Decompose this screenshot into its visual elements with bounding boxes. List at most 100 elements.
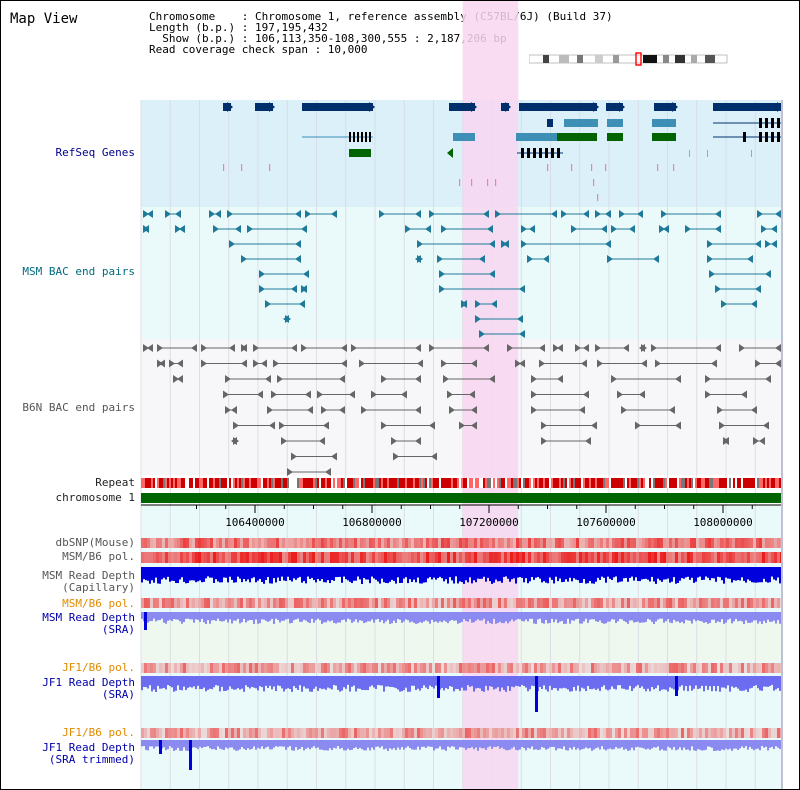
jf1-sra-depth-bar bbox=[671, 676, 673, 689]
jf1-b6-pol-heat-cell bbox=[321, 663, 324, 673]
b6n-bac-pair-end bbox=[225, 406, 231, 414]
jf1-b6-pol-heat-cell bbox=[450, 663, 453, 673]
repeat-element bbox=[747, 478, 749, 488]
msm-b6-pol-heat-cell bbox=[174, 552, 177, 563]
msm-capillary-depth-bar bbox=[463, 567, 465, 584]
msm-sra-depth-bar bbox=[401, 612, 403, 623]
msm-b6-pol-sra-heat-cell bbox=[360, 598, 363, 608]
dbsnp-heat-cell bbox=[717, 538, 720, 548]
msm-b6-pol-sra-heat-cell bbox=[267, 598, 270, 608]
dbsnp-heat-cell bbox=[171, 538, 174, 548]
jf1-trim-depth-bar bbox=[421, 740, 423, 747]
jf1-b6-pol-heat-cell bbox=[666, 663, 669, 673]
track-label-msm-depth-capillary: MSM Read Depth (Capillary) bbox=[1, 570, 135, 594]
msm-capillary-depth-bar bbox=[333, 567, 335, 581]
msm-b6-pol-sra-heat-cell bbox=[297, 598, 300, 608]
msm-capillary-depth-bar bbox=[759, 567, 761, 583]
jf1-trim-depth-bar bbox=[691, 740, 693, 747]
msm-b6-pol-heat-cell bbox=[549, 552, 552, 563]
msm-capillary-depth-bar bbox=[589, 567, 591, 582]
jf1-trim-depth-bar bbox=[187, 740, 189, 751]
jf1-b6-pol-heat-cell bbox=[510, 663, 513, 673]
jf1-sra-depth-bar bbox=[501, 676, 503, 688]
msm-bac-pair-end bbox=[489, 240, 495, 248]
dbsnp-heat-cell bbox=[345, 538, 348, 548]
jf1-trim-depth-bar bbox=[573, 740, 575, 747]
msm-sra-depth-bar bbox=[659, 612, 661, 619]
gene-exon bbox=[777, 118, 780, 128]
msm-capillary-depth-bar bbox=[575, 567, 577, 580]
jf1-sra-depth-bar bbox=[475, 676, 477, 689]
repeat-element bbox=[563, 478, 565, 488]
msm-b6-pol-sra-heat-cell bbox=[330, 598, 333, 608]
msm-capillary-depth-bar bbox=[521, 567, 523, 578]
dbsnp-heat-cell bbox=[450, 538, 453, 548]
b6n-bac-pair-end bbox=[371, 390, 377, 399]
msm-b6-pol-heat-cell bbox=[594, 552, 597, 563]
jf1-b6-pol-heat-cell bbox=[291, 663, 294, 673]
msm-sra-depth-bar bbox=[363, 612, 365, 624]
msm-b6-pol-sra-heat-cell bbox=[558, 598, 561, 608]
jf1-sra-depth-bar bbox=[265, 676, 267, 686]
jf1-sra-depth-bar bbox=[711, 676, 713, 692]
msm-sra-depth-bar bbox=[303, 612, 305, 620]
b6n-bac-pair-end bbox=[267, 406, 273, 414]
msm-sra-depth-bar bbox=[481, 612, 483, 621]
jf1-sra-depth-bar bbox=[255, 676, 257, 689]
msm-sra-depth-bar bbox=[373, 612, 375, 623]
msm-capillary-depth-bar bbox=[273, 567, 275, 579]
msm-b6-pol-heat-cell bbox=[558, 552, 561, 563]
msm-sra-depth-bar bbox=[709, 612, 711, 624]
msm-bac-pair-end bbox=[715, 225, 721, 233]
msm-sra-depth-bar bbox=[621, 612, 623, 620]
msm-capillary-depth-bar bbox=[371, 567, 373, 577]
jf1-sra-depth-bar bbox=[283, 676, 285, 692]
repeat-element bbox=[305, 478, 307, 488]
msm-capillary-depth-bar bbox=[675, 567, 677, 584]
msm-capillary-depth-bar bbox=[355, 567, 357, 581]
jf1-sra-depth-bar bbox=[425, 676, 427, 688]
jf1-sra-depth-bar bbox=[661, 676, 663, 690]
jf1-trim-depth-bar bbox=[771, 740, 773, 747]
jf1-trim-depth-bar bbox=[669, 740, 671, 748]
msm-b6-pol-heat-cell bbox=[282, 552, 285, 563]
msm-b6-pol-heat-cell bbox=[711, 552, 714, 563]
jf1-trim-depth-bar bbox=[151, 740, 153, 747]
header-length: Length (b.p.) : 197,195,432 bbox=[149, 21, 328, 34]
repeat-element bbox=[193, 478, 195, 488]
msm-sra-depth-bar bbox=[501, 612, 503, 624]
msm-sra-depth-bar bbox=[269, 612, 271, 621]
msm-capillary-depth-bar bbox=[703, 567, 705, 580]
jf1-sra-depth-bar bbox=[733, 676, 735, 688]
msm-bac-pair-end bbox=[771, 240, 777, 248]
msm-b6-pol-sra-heat-cell bbox=[750, 598, 753, 608]
jf1-trim-depth-bar bbox=[379, 740, 381, 748]
msm-sra-depth-bar bbox=[623, 612, 625, 621]
msm-b6-pol-heat-cell bbox=[729, 552, 732, 563]
jf1-sra-depth-bar bbox=[241, 676, 243, 689]
jf1-b6-pol-trim-heat-cell bbox=[537, 728, 540, 738]
repeat-element bbox=[559, 478, 561, 488]
jf1-trim-depth-bar bbox=[631, 740, 633, 748]
jf1-b6-pol-trim-heat-cell bbox=[636, 728, 639, 738]
chromosome-ideogram[interactable] bbox=[529, 52, 729, 66]
msm-b6-pol-sra-heat-cell bbox=[387, 598, 390, 608]
jf1-trim-depth-bar bbox=[217, 740, 219, 747]
b6n-bac-pair-end bbox=[415, 406, 421, 414]
gene-block bbox=[606, 103, 623, 111]
jf1-b6-pol-heat-cell bbox=[180, 663, 183, 673]
jf1-b6-pol-trim-heat-cell bbox=[465, 728, 468, 738]
gene-exon bbox=[777, 132, 780, 142]
msm-sra-depth-bar bbox=[237, 612, 239, 619]
repeat-element bbox=[167, 478, 169, 488]
msm-b6-pol-sra-heat-cell bbox=[354, 598, 357, 608]
jf1-trim-depth-bar bbox=[299, 740, 301, 749]
jf1-trim-depth-bar bbox=[355, 740, 357, 748]
msm-capillary-depth-bar bbox=[439, 567, 441, 577]
jf1-b6-pol-heat-cell bbox=[663, 663, 666, 673]
msm-capillary-depth-bar bbox=[721, 567, 723, 581]
jf1-sra-depth-bar bbox=[227, 676, 229, 690]
dbsnp-heat-cell bbox=[180, 538, 183, 548]
dbsnp-heat-cell bbox=[177, 538, 180, 548]
